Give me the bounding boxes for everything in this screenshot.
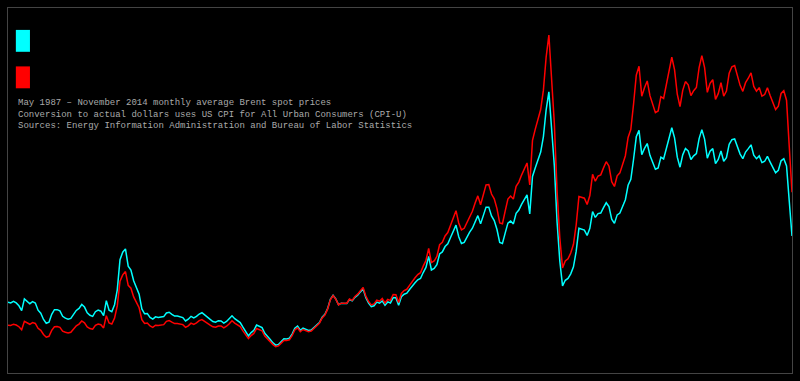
svg-text:May 1987 – November 2014 month: May 1987 – November 2014 monthly average…: [18, 98, 412, 131]
